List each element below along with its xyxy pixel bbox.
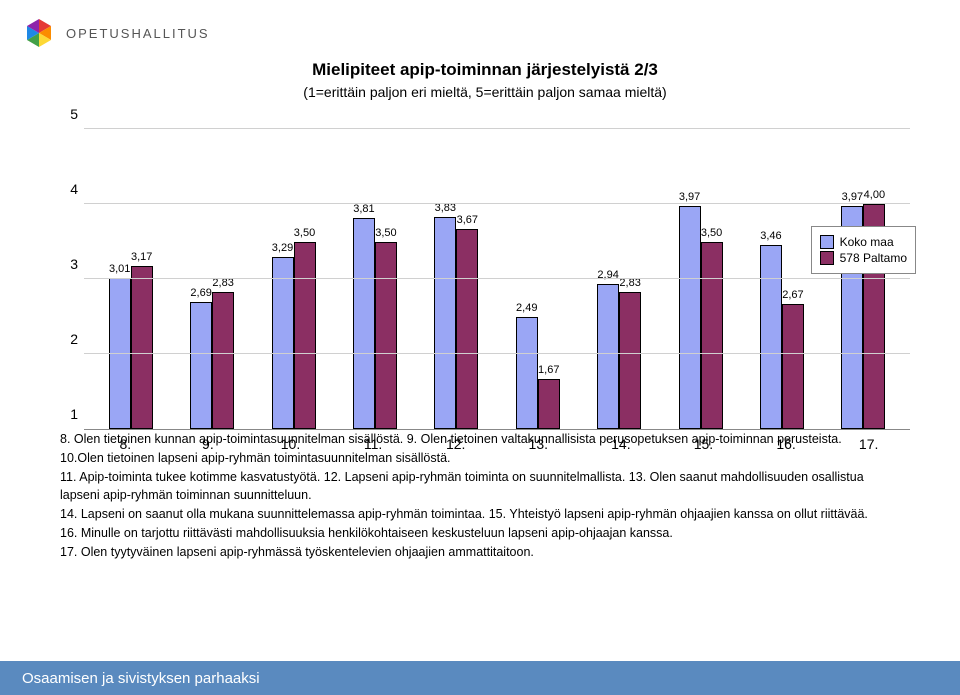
- bar-value-label: 3,01: [109, 263, 130, 275]
- bar-group: 2,942,83: [578, 130, 659, 429]
- bar-value-label: 3,67: [457, 214, 478, 226]
- bar-group: 2,491,67: [497, 130, 578, 429]
- bar-value-label: 3,97: [842, 191, 863, 203]
- y-axis: 12345: [60, 130, 84, 430]
- bar-value-label: 2,67: [782, 289, 803, 301]
- plot-area: 12345 3,013,172,692,833,293,503,813,503,…: [60, 130, 910, 430]
- legend: Koko maa 578 Paltamo: [811, 226, 916, 274]
- caption-line: 14. Lapseni on saanut olla mukana suunni…: [60, 505, 900, 524]
- bar: 3,83: [434, 217, 456, 429]
- bar: 2,49: [516, 317, 538, 429]
- y-tick: 1: [70, 406, 78, 422]
- bar-value-label: 3,46: [760, 230, 781, 242]
- y-tick: 3: [70, 256, 78, 272]
- caption-line: 8. Olen tietoinen kunnan apip-toimintasu…: [60, 430, 900, 449]
- bar-value-label: 2,69: [190, 287, 211, 299]
- legend-label: 578 Paltamo: [840, 251, 907, 265]
- brand-text: OPETUSHALLITUS: [66, 26, 210, 41]
- bar: 3,67: [456, 229, 478, 429]
- legend-swatch: [820, 235, 834, 249]
- bar-group: 3,813,50: [334, 130, 415, 429]
- chart-subtitle: (1=erittäin paljon eri mieltä, 5=erittäi…: [60, 84, 910, 100]
- gridline: [84, 203, 910, 204]
- bar: 3,50: [294, 242, 316, 430]
- bar: 3,17: [131, 266, 153, 429]
- bar: 3,97: [679, 206, 701, 429]
- bar-value-label: 3,50: [701, 227, 722, 239]
- y-tick: 2: [70, 331, 78, 347]
- bar-group: 3,973,50: [660, 130, 741, 429]
- bar: 3,50: [375, 242, 397, 430]
- bar: 2,83: [212, 292, 234, 429]
- bar-group: 3,833,67: [416, 130, 497, 429]
- bar: 2,94: [597, 284, 619, 430]
- bar-value-label: 1,67: [538, 364, 559, 376]
- bar: 3,46: [760, 245, 782, 430]
- logo-icon: [22, 16, 56, 50]
- bar-value-label: 3,50: [294, 227, 315, 239]
- chart: Mielipiteet apip-toiminnan järjestelyist…: [60, 60, 910, 452]
- bar: 2,67: [782, 304, 804, 429]
- bar-value-label: 3,97: [679, 191, 700, 203]
- bar-group: 2,692,83: [171, 130, 252, 429]
- bar-value-label: 3,29: [272, 242, 293, 254]
- caption-line: 11. Apip-toiminta tukee kotimme kasvatus…: [60, 468, 900, 506]
- bar-value-label: 3,50: [375, 227, 396, 239]
- bar: 3,50: [701, 242, 723, 430]
- y-tick: 4: [70, 181, 78, 197]
- chart-title: Mielipiteet apip-toiminnan järjestelyist…: [60, 60, 910, 80]
- bar-value-label: 2,49: [516, 302, 537, 314]
- footer-text: Osaamisen ja sivistyksen parhaaksi: [22, 670, 260, 687]
- bar: 1,67: [538, 379, 560, 429]
- bar: 2,69: [190, 302, 212, 429]
- gridline: [84, 353, 910, 354]
- plot: 3,013,172,692,833,293,503,813,503,833,67…: [84, 130, 910, 430]
- caption-line: 16. Minulle on tarjottu riittävästi mahd…: [60, 524, 900, 543]
- gridline: [84, 128, 910, 129]
- legend-item: Koko maa: [820, 235, 907, 249]
- caption-line: 17. Olen tyytyväinen lapseni apip-ryhmäs…: [60, 543, 900, 562]
- bar-group: 3,293,50: [253, 130, 334, 429]
- legend-label: Koko maa: [840, 235, 894, 249]
- bar: 3,29: [272, 257, 294, 429]
- bar-value-label: 3,81: [353, 203, 374, 215]
- bar-value-label: 4,00: [864, 189, 885, 201]
- caption: 8. Olen tietoinen kunnan apip-toimintasu…: [60, 430, 900, 561]
- caption-line: 10.Olen tietoinen lapseni apip-ryhmän to…: [60, 449, 900, 468]
- brand-logo: OPETUSHALLITUS: [22, 16, 210, 50]
- bar-group: 3,462,67: [741, 130, 822, 429]
- bar: 3,81: [353, 218, 375, 429]
- bar-group: 3,974,00: [823, 130, 904, 429]
- bar-value-label: 3,17: [131, 251, 152, 263]
- gridline: [84, 278, 910, 279]
- bar: 2,83: [619, 292, 641, 429]
- y-tick: 5: [70, 106, 78, 122]
- bar-group: 3,013,17: [90, 130, 171, 429]
- legend-item: 578 Paltamo: [820, 251, 907, 265]
- footer-bar: Osaamisen ja sivistyksen parhaaksi: [0, 661, 960, 695]
- legend-swatch: [820, 251, 834, 265]
